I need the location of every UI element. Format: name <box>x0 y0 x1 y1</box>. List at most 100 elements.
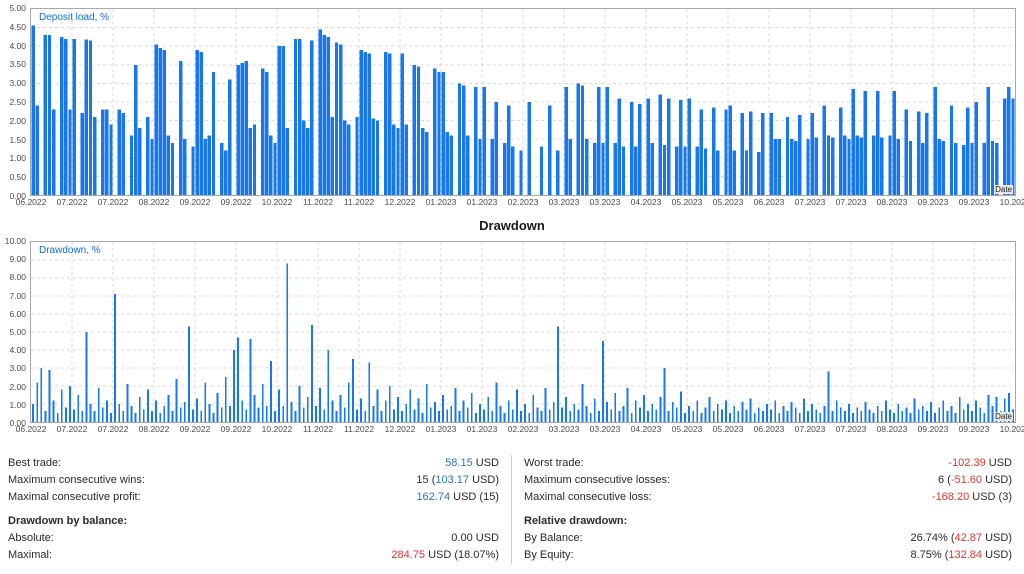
x-tick-label: 11.2022 <box>343 197 375 207</box>
deposit-bar <box>461 85 466 195</box>
deposit-bar <box>629 102 634 195</box>
drawdown-bar <box>893 413 895 422</box>
deposit-bar <box>252 124 257 195</box>
deposit-bar <box>662 144 667 195</box>
x-tick-label: 08.2022 <box>138 424 170 434</box>
drawdown-bar <box>868 409 871 422</box>
deposit-bar <box>105 109 109 195</box>
x-tick-label: 01.2023 <box>425 424 457 434</box>
drawdown-bar <box>823 405 826 422</box>
y-tick-label: 1.00 <box>9 399 26 410</box>
drawdown-bar <box>458 411 461 422</box>
drawdown-bar <box>274 411 276 422</box>
drawdown-bar <box>175 378 178 422</box>
drawdown-bar <box>880 411 883 422</box>
deposit-bar <box>798 115 802 195</box>
deposit-bar <box>207 135 212 195</box>
drawdown-bar <box>966 404 969 422</box>
drawdown-bar <box>950 405 953 422</box>
deposit-bar <box>896 139 900 195</box>
drawdown-bar <box>524 404 526 422</box>
deposit-bar <box>773 139 777 195</box>
stat-row: Maximum consecutive wins: 15 (103.17 USD) <box>8 472 499 489</box>
deposit-bar <box>908 141 913 195</box>
deposit-bar <box>457 83 462 195</box>
drawdown-bar <box>720 409 723 422</box>
drawdown-bar <box>704 407 707 422</box>
drawdown-bar <box>556 326 559 422</box>
x-tick-label: 09.2022 <box>220 424 252 434</box>
drawdown-bar <box>655 409 658 422</box>
drawdown-bar <box>335 411 338 422</box>
drawdown-bar <box>790 402 793 422</box>
drawdown-bar <box>245 409 248 422</box>
drawdown-bar <box>843 411 846 422</box>
deposit-x-axis-labels: 06.2022 07.2022 07.2022 08.2022 09.2022 09.20… <box>0 197 1024 209</box>
stat-value: -102.39 USD <box>948 457 1012 469</box>
drawdown-bar <box>852 413 854 422</box>
drawdown-bar <box>479 404 481 422</box>
deposit-bar <box>769 113 773 195</box>
deposit-bar <box>121 113 125 195</box>
drawdown-bar <box>474 413 477 422</box>
deposit-bar <box>330 116 335 195</box>
x-tick-label: 09.2023 <box>958 424 990 434</box>
drawdown-bar <box>249 339 252 422</box>
drawdown-bar <box>856 407 859 422</box>
deposit-bar <box>158 48 162 195</box>
drawdown-bar <box>48 369 51 422</box>
drawdown-bar <box>884 400 887 422</box>
drawdown-bar <box>224 377 227 422</box>
x-tick-label: 07.2023 <box>835 197 867 207</box>
drawdown-bar <box>634 400 637 422</box>
deposit-bar <box>260 68 265 195</box>
drawdown-bar <box>503 413 506 422</box>
deposit-bar <box>64 38 68 195</box>
y-tick-label: 4.00 <box>9 40 26 51</box>
drawdown-bar <box>269 360 272 422</box>
drawdown-bar <box>901 411 904 422</box>
deposit-bar <box>974 102 978 195</box>
drawdown-bar <box>93 411 96 422</box>
drawdown-bar <box>200 411 203 422</box>
drawdown-bar <box>766 404 768 422</box>
x-tick-label: 12.2022 <box>384 197 416 207</box>
deposit-bar <box>966 107 970 195</box>
deposit-bar <box>679 100 683 195</box>
drawdown-bar <box>495 382 498 422</box>
drawdown-bar <box>56 413 59 422</box>
drawdown-bar <box>327 350 330 422</box>
deposit-bar <box>80 113 84 195</box>
deposit-bar <box>580 85 585 195</box>
drawdown-bar <box>651 404 654 422</box>
y-tick-label: 5.00 <box>9 3 26 13</box>
drawdown-bar <box>73 409 75 422</box>
drawdown-bar <box>577 409 580 422</box>
drawdown-bar <box>684 413 686 422</box>
x-tick-label: 01.2023 <box>466 424 498 434</box>
drawdown-bar <box>364 411 367 422</box>
drawdown-bar <box>544 387 547 422</box>
deposit-bar <box>47 35 52 195</box>
drawdown-bar <box>130 405 133 422</box>
drawdown-bar <box>470 393 473 422</box>
deposit-bar <box>810 113 814 195</box>
drawdown-bar <box>593 398 596 422</box>
drawdown-bar <box>1007 393 1010 422</box>
x-tick-label: 06.2023 <box>753 197 785 207</box>
drawdown-bar <box>700 413 703 422</box>
deposit-bar <box>863 90 868 195</box>
deposit-bar <box>248 128 253 195</box>
drawdown-bar <box>466 407 469 422</box>
deposit-bar <box>474 87 478 195</box>
deposit-bar <box>281 46 285 195</box>
deposit-bar <box>982 142 986 195</box>
deposit-bar <box>847 139 851 195</box>
drawdown-bar <box>122 411 125 422</box>
drawdown-bar <box>187 326 190 422</box>
drawdown-bar <box>511 409 514 422</box>
drawdown-bar <box>442 395 444 422</box>
drawdown-bar <box>343 407 346 422</box>
drawdown-bar <box>835 400 838 422</box>
deposit-bar <box>859 137 863 195</box>
